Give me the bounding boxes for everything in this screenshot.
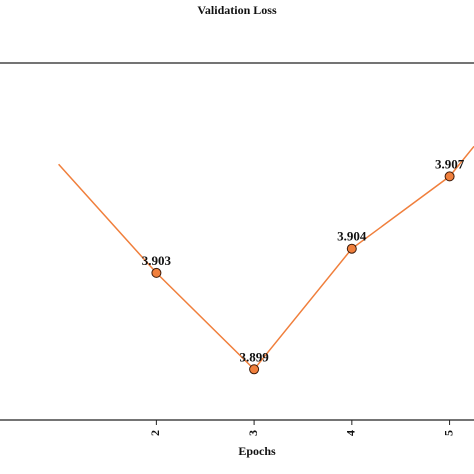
x-tick-label: 4 — [344, 430, 358, 436]
x-axis-ticks: 2 3 4 5 — [148, 420, 455, 436]
data-labels-layer: 3.903 3.899 3.904 3.907 — [142, 156, 465, 364]
data-point — [444, 171, 455, 182]
x-tick-label: 2 — [148, 430, 162, 436]
data-label: 3.907 — [435, 156, 465, 171]
series-line — [58, 145, 474, 371]
x-tick-label: 5 — [441, 430, 455, 436]
data-point — [346, 243, 357, 254]
data-label: 3.904 — [337, 229, 367, 244]
chart-title: Validation Loss — [197, 3, 277, 17]
data-point — [249, 364, 260, 375]
data-label: 3.903 — [142, 253, 172, 268]
x-axis-title: Epochs — [238, 444, 276, 458]
data-point — [151, 267, 162, 278]
series-line-layer — [58, 145, 474, 371]
x-tick-label: 3 — [246, 430, 260, 436]
data-label: 3.899 — [239, 349, 269, 364]
series-points-layer — [151, 171, 455, 375]
